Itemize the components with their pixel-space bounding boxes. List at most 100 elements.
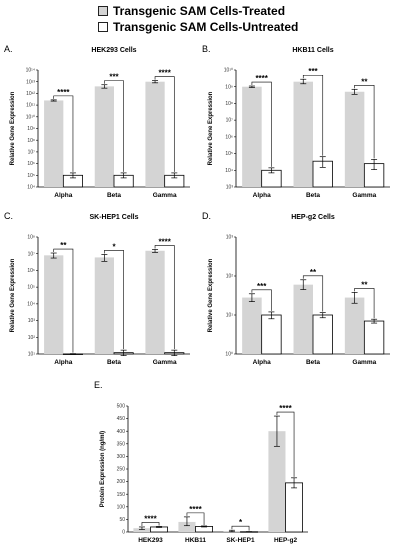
y-tick-label: 400 [117, 429, 126, 435]
legend-item-untreated: Transgenic SAM Cells-Untreated [98, 20, 298, 34]
category-label: Gamma [153, 192, 177, 199]
category-label: Beta [107, 192, 121, 199]
bar-treated [44, 255, 64, 354]
significance-label: **** [255, 74, 268, 83]
y-tick-label: 500 [117, 404, 126, 410]
y-tick-label: 10⁸ [27, 235, 35, 241]
legend-swatch-untreated [98, 22, 108, 32]
panel-letter: D. [202, 211, 211, 221]
panel-title: HKB11 Cells [292, 47, 333, 54]
significance-bracket [302, 74, 324, 156]
panel-letter: A. [4, 44, 13, 54]
bar-treated [145, 250, 165, 354]
y-tick-label: 10⁹ [225, 84, 233, 90]
y-tick-label: 10¹³ [26, 79, 35, 85]
y-tick-label: 0 [122, 530, 125, 536]
significance-bracket [53, 95, 74, 172]
significance-label: ** [310, 268, 317, 277]
legend-label-treated: Transgenic SAM Cells-Treated [113, 4, 286, 18]
y-tick-label: 10⁶ [27, 161, 35, 167]
y-tick-label: 10⁹ [27, 126, 35, 132]
significance-label: ** [361, 77, 368, 86]
significance-bracket [276, 411, 295, 477]
y-tick-label: 10⁶ [225, 134, 233, 140]
bar-treated [344, 297, 365, 354]
y-tick-label: 450 [117, 416, 126, 422]
legend-swatch-treated [98, 6, 108, 16]
category-label: Gamma [352, 359, 376, 366]
legend-item-treated: Transgenic SAM Cells-Treated [98, 4, 285, 18]
category-label: HEP-g2 [274, 537, 298, 544]
y-tick-label: 10⁸ [225, 101, 233, 107]
significance-bracket [141, 522, 160, 526]
bar-treated [145, 81, 165, 187]
bar-treated [94, 257, 114, 354]
significance-label: * [239, 518, 243, 527]
category-label: Beta [306, 359, 320, 366]
bar-treated [268, 431, 286, 532]
significance-bracket [354, 288, 375, 319]
bar-treated [293, 81, 313, 187]
significance-label: ** [361, 280, 368, 289]
y-axis-label: Protein Expression (ng/ml) [100, 431, 106, 507]
y-tick-label: 250 [117, 467, 126, 473]
y-axis-label: Relative Gene Expression [10, 258, 16, 332]
y-tick-label: 10² [226, 274, 234, 280]
bar-treated [344, 91, 365, 187]
significance-label: *** [257, 282, 267, 291]
significance-bracket [231, 525, 250, 531]
significance-label: * [112, 242, 116, 251]
y-tick-label: 10⁰ [225, 352, 233, 358]
y-tick-label: 10⁵ [225, 151, 233, 157]
y-tick-label: 10³ [226, 235, 234, 241]
significance-label: **** [158, 69, 171, 78]
bar-treated [133, 528, 151, 532]
y-tick-label: 10⁴ [225, 168, 233, 174]
panel-title: SK-HEP1 Cells [89, 214, 138, 221]
y-tick-label: 10¹¹ [26, 103, 35, 109]
y-tick-label: 10⁵ [27, 285, 35, 291]
category-label: HKB11 [185, 537, 206, 544]
panel-letter: B. [202, 44, 211, 54]
y-tick-label: 10⁷ [28, 150, 36, 156]
panel-title: HEK293 Cells [91, 47, 136, 54]
y-tick-label: 10¹ [28, 352, 36, 358]
y-tick-label: 50 [119, 517, 125, 523]
category-label: Alpha [54, 359, 72, 366]
legend-label-untreated: Transgenic SAM Cells-Untreated [113, 20, 299, 34]
y-axis-label: Relative Gene Expression [208, 258, 214, 332]
y-tick-label: 10¹⁴ [26, 68, 35, 74]
y-tick-label: 10⁸ [27, 138, 35, 144]
panel-letter: E. [94, 380, 103, 390]
y-tick-label: 10⁴ [27, 301, 35, 307]
significance-bracket [154, 76, 175, 172]
category-label: HEK293 [138, 537, 163, 544]
significance-bracket [154, 245, 175, 350]
category-label: Alpha [253, 359, 271, 366]
significance-bracket [354, 85, 375, 159]
y-tick-label: 10¹² [26, 91, 35, 97]
y-tick-label: 10⁶ [27, 268, 35, 274]
y-tick-label: 10³ [28, 318, 36, 324]
significance-label: *** [308, 67, 318, 76]
y-tick-label: 10⁵ [27, 173, 35, 179]
significance-label: **** [57, 88, 70, 97]
significance-bracket [186, 512, 205, 525]
category-label: Gamma [352, 192, 376, 199]
significance-bracket [104, 250, 124, 350]
y-tick-label: 10⁷ [28, 251, 36, 257]
panel-title: HEP-g2 Cells [291, 214, 335, 221]
y-tick-label: 10¹⁰ [26, 114, 35, 120]
significance-bracket [251, 289, 272, 311]
panel-letter: C. [4, 211, 13, 221]
significance-label: ** [60, 241, 67, 250]
significance-label: *** [109, 73, 119, 82]
bar-treated [242, 86, 262, 187]
y-tick-label: 10⁴ [27, 185, 35, 191]
bar-treated [293, 284, 313, 354]
